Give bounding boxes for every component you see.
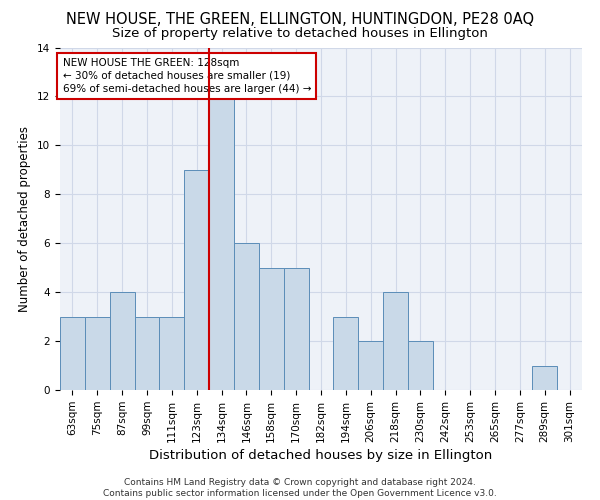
Bar [110, 292, 134, 390]
Bar [532, 366, 557, 390]
Text: Size of property relative to detached houses in Ellington: Size of property relative to detached ho… [112, 28, 488, 40]
Bar [209, 96, 234, 390]
Text: Contains HM Land Registry data © Crown copyright and database right 2024.
Contai: Contains HM Land Registry data © Crown c… [103, 478, 497, 498]
Bar [85, 316, 110, 390]
Bar [383, 292, 408, 390]
Bar [184, 170, 209, 390]
X-axis label: Distribution of detached houses by size in Ellington: Distribution of detached houses by size … [149, 449, 493, 462]
Bar [259, 268, 284, 390]
Bar [334, 316, 358, 390]
Text: NEW HOUSE, THE GREEN, ELLINGTON, HUNTINGDON, PE28 0AQ: NEW HOUSE, THE GREEN, ELLINGTON, HUNTING… [66, 12, 534, 28]
Bar [134, 316, 160, 390]
Bar [234, 243, 259, 390]
Bar [408, 341, 433, 390]
Bar [60, 316, 85, 390]
Bar [358, 341, 383, 390]
Text: NEW HOUSE THE GREEN: 128sqm
← 30% of detached houses are smaller (19)
69% of sem: NEW HOUSE THE GREEN: 128sqm ← 30% of det… [62, 58, 311, 94]
Bar [284, 268, 308, 390]
Y-axis label: Number of detached properties: Number of detached properties [19, 126, 31, 312]
Bar [160, 316, 184, 390]
